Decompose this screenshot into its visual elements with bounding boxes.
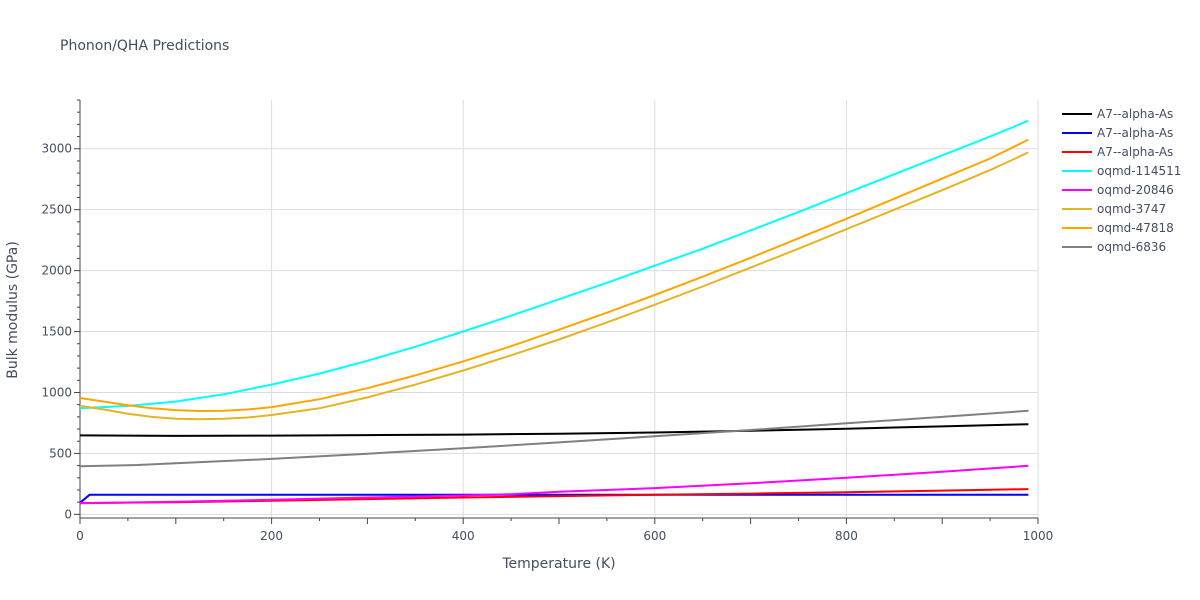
- legend-item[interactable]: A7--alpha-As: [1062, 145, 1173, 159]
- x-tick-label: 1000: [1023, 529, 1054, 543]
- legend-label: oqmd-47818: [1097, 221, 1174, 235]
- legend-label: A7--alpha-As: [1097, 145, 1173, 159]
- legend-item[interactable]: A7--alpha-As: [1062, 107, 1173, 121]
- x-tick-label: 600: [643, 529, 666, 543]
- y-tick-label: 500: [49, 446, 72, 460]
- y-tick-label: 0: [64, 507, 72, 521]
- legend-item[interactable]: oqmd-47818: [1062, 221, 1174, 235]
- y-tick-label: 3000: [41, 142, 72, 156]
- series-line[interactable]: [79, 464, 1029, 505]
- x-tick-label: 0: [76, 529, 84, 543]
- chart-title: Phonon/QHA Predictions: [60, 38, 229, 54]
- y-tick-label: 2000: [41, 264, 72, 278]
- legend-label: A7--alpha-As: [1097, 126, 1173, 140]
- y-tick-label: 1500: [41, 325, 72, 339]
- legend-label: oqmd-6836: [1097, 240, 1166, 254]
- series-line[interactable]: [79, 409, 1029, 468]
- series-line[interactable]: [79, 119, 1029, 410]
- legend-label: A7--alpha-As: [1097, 107, 1173, 121]
- y-axis-title: Bulk modulus (GPa): [5, 241, 21, 379]
- x-axis-title: Temperature (K): [501, 556, 615, 572]
- x-tick-label: 400: [452, 529, 475, 543]
- legend-label: oqmd-114511: [1097, 164, 1181, 178]
- legend-item[interactable]: oqmd-20846: [1062, 183, 1174, 197]
- x-tick-label: 800: [835, 529, 858, 543]
- y-tick-label: 1000: [41, 385, 72, 399]
- series-line[interactable]: [79, 423, 1029, 437]
- legend-item[interactable]: oqmd-6836: [1062, 240, 1166, 254]
- axes: 0 200 400 600 800 1000 0 500 1000 1500 2000 2500 300…: [41, 99, 1054, 543]
- legend[interactable]: A7--alpha-As A7--alpha-As A7--alpha-As oqmd…: [1062, 107, 1181, 254]
- legend-label: oqmd-20846: [1097, 183, 1174, 197]
- plot-series: [79, 119, 1029, 505]
- series-line[interactable]: [79, 138, 1029, 412]
- y-tick-label: 2500: [41, 203, 72, 217]
- legend-item[interactable]: oqmd-3747: [1062, 202, 1166, 216]
- series-line[interactable]: [79, 151, 1029, 421]
- grid: [80, 100, 1039, 518]
- legend-item[interactable]: oqmd-114511: [1062, 164, 1181, 178]
- x-tick-label: 200: [260, 529, 283, 543]
- legend-item[interactable]: A7--alpha-As: [1062, 126, 1173, 140]
- legend-label: oqmd-3747: [1097, 202, 1166, 216]
